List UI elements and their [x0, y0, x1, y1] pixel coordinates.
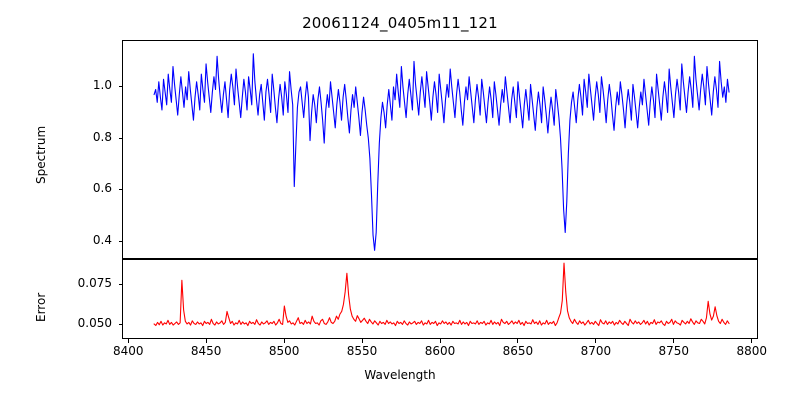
xtick-label: 8650: [502, 344, 534, 358]
xtick-mark: [205, 339, 207, 343]
ytick-label-error: 0.050: [77, 315, 112, 330]
spectrum-series-svg: [123, 41, 757, 258]
error-plot-panel: [122, 259, 758, 339]
ytick-mark-spectrum: [118, 241, 122, 242]
wavelength-axis-label: Wavelength: [364, 368, 436, 382]
ytick-mark-spectrum: [118, 137, 122, 139]
xtick-mark: [439, 339, 441, 343]
ytick-mark-error: [118, 323, 122, 325]
xtick-mark: [595, 339, 597, 343]
xtick-mark: [751, 339, 753, 343]
xtick-label: 8600: [424, 344, 456, 358]
xtick-label: 8800: [736, 344, 768, 358]
xtick-mark: [673, 339, 675, 343]
page-title: 20061124_0405m11_121: [302, 14, 498, 32]
ytick-label-spectrum: 0.8: [92, 129, 112, 144]
error-axis-label: Error: [34, 292, 48, 322]
xtick-mark: [517, 339, 519, 343]
ytick-label-spectrum: 0.6: [92, 181, 112, 196]
xtick-label: 8700: [580, 344, 612, 358]
ytick-mark-spectrum: [118, 189, 122, 191]
xtick-mark: [361, 339, 363, 343]
ytick-label-spectrum: 1.0: [92, 78, 112, 93]
xtick-label: 8450: [190, 344, 222, 358]
xtick-label: 8550: [346, 344, 378, 358]
ytick-label-error: 0.075: [77, 275, 112, 290]
error-series-svg: [123, 260, 757, 338]
ytick-mark-error: [118, 283, 122, 285]
xtick-label: 8400: [112, 344, 144, 358]
spectrum-axis-label: Spectrum: [34, 125, 48, 185]
xtick-label: 8750: [658, 344, 690, 358]
ytick-label-spectrum: 0.4: [92, 233, 112, 247]
xtick-label: 8500: [268, 344, 300, 358]
spectrum-plot-panel: [122, 40, 758, 259]
ytick-mark-spectrum: [118, 86, 122, 88]
xtick-mark: [283, 339, 285, 343]
xtick-mark: [127, 339, 129, 343]
